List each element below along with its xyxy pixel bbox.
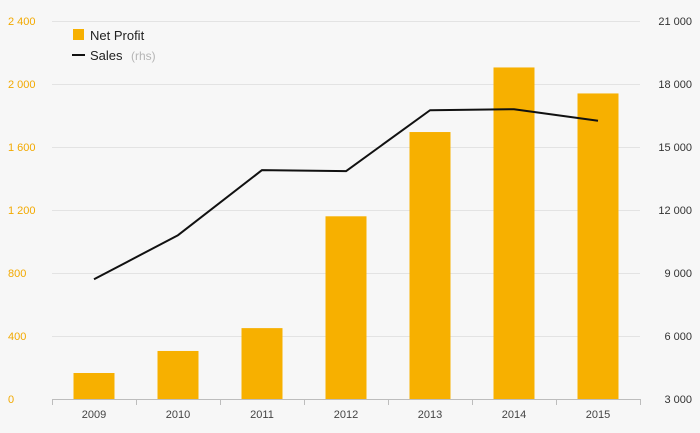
y-left-tick-label: 2 400 (8, 16, 36, 28)
legend: Net Profit Sales (rhs) (72, 28, 156, 64)
y-left-tick-label: 2 000 (8, 79, 36, 91)
y-right-tick-label: 6 000 (664, 331, 692, 343)
legend-bar-swatch (73, 29, 84, 40)
y-left-tick-label: 800 (8, 268, 26, 280)
y-right-tick-label: 3 000 (664, 394, 692, 406)
bar-net-profit (409, 132, 451, 399)
x-tick-label: 2015 (586, 409, 610, 421)
y-right-tick-label: 15 000 (658, 142, 692, 154)
y-left-tick-label: 400 (8, 331, 26, 343)
y-right-tick-label: 21 000 (658, 16, 692, 28)
legend-line-text: Sales (rhs) (90, 47, 156, 64)
y-right-tick-label: 9 000 (664, 268, 692, 280)
bar-net-profit (325, 216, 367, 399)
legend-bar-label: Net Profit (90, 28, 145, 43)
sales-line-group (93, 108, 599, 281)
net-profit-bars (73, 67, 619, 400)
bar-net-profit (157, 350, 199, 399)
y-left-tick-label: 0 (8, 394, 14, 406)
legend-line-suffix: (rhs) (131, 49, 156, 63)
axes: 0 400 800 1 200 1 600 2 000 2 400 3 000 6 000 9 0… (8, 16, 692, 421)
legend-line-label: Sales (90, 48, 123, 63)
x-tick-label: 2011 (250, 409, 274, 421)
y-right-tick-label: 12 000 (658, 205, 692, 217)
bar-net-profit (493, 67, 535, 400)
x-tick-label: 2013 (418, 409, 442, 421)
y-right-tick-label: 18 000 (658, 79, 692, 91)
x-tick-label: 2009 (82, 409, 106, 421)
bar-net-profit (577, 93, 619, 399)
x-tick-label: 2010 (166, 409, 190, 421)
y-left-tick-label: 1 200 (8, 205, 36, 217)
y-left-tick-label: 1 600 (8, 142, 36, 154)
x-tick-label: 2012 (334, 409, 358, 421)
x-tick-label: 2014 (502, 409, 526, 421)
gridlines (52, 21, 640, 337)
bar-net-profit (73, 373, 115, 399)
bar-net-profit (241, 328, 283, 399)
